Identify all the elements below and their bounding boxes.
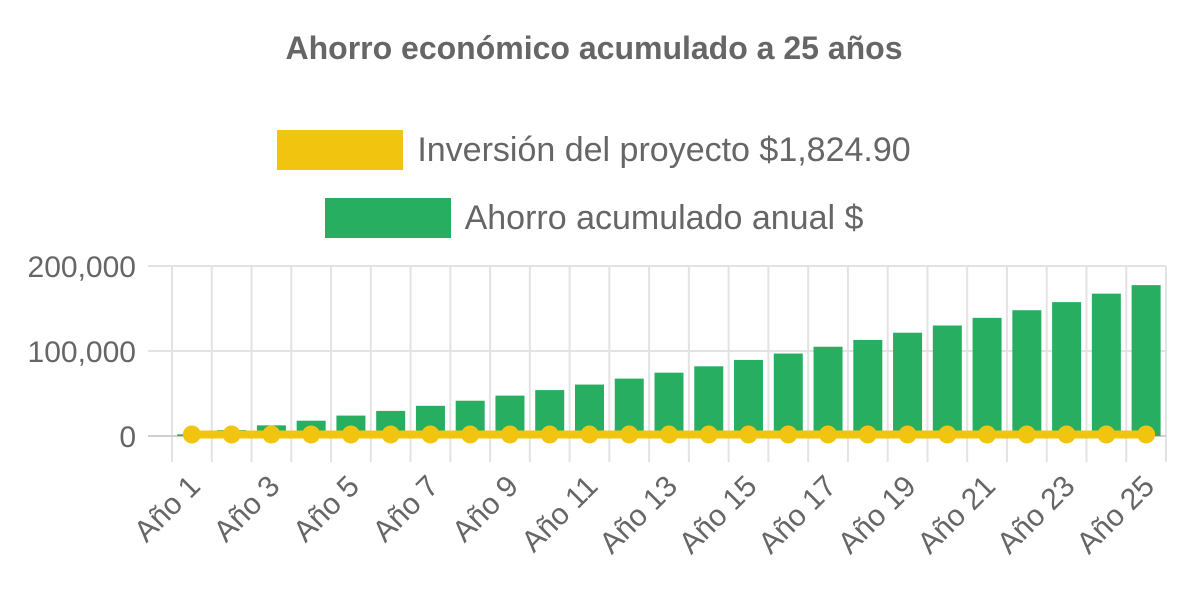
point-inversion xyxy=(858,425,877,444)
legend-item-savings[interactable]: Ahorro acumulado anual $ xyxy=(0,194,1188,242)
x-tick-label: Año 17 xyxy=(752,470,843,561)
x-tick-label: Año 9 xyxy=(446,470,525,549)
x-tick-label: Año 23 xyxy=(991,470,1082,561)
bar-ahorro xyxy=(813,346,843,436)
point-inversion xyxy=(580,425,599,444)
point-inversion xyxy=(262,425,281,444)
point-inversion xyxy=(938,425,957,444)
y-tick-label: 100,000 xyxy=(28,336,136,369)
x-tick-label: Año 11 xyxy=(515,470,604,559)
bar-ahorro xyxy=(1091,293,1121,436)
point-inversion xyxy=(222,425,241,444)
point-inversion xyxy=(461,425,480,444)
y-tick-label: 0 xyxy=(119,421,136,454)
point-inversion xyxy=(779,425,798,444)
point-inversion xyxy=(500,425,519,444)
bar-ahorro xyxy=(694,366,724,436)
legend-label-investment: Inversión del proyecto $1,824.90 xyxy=(417,130,911,169)
point-inversion xyxy=(381,425,400,444)
bar-ahorro xyxy=(893,332,923,436)
y-tick-label: 200,000 xyxy=(28,251,136,284)
legend-label-savings: Ahorro acumulado anual $ xyxy=(464,198,864,237)
point-inversion xyxy=(739,425,758,444)
bar-ahorro xyxy=(853,339,883,436)
x-tick-label: Año 13 xyxy=(593,470,684,561)
legend-swatch-investment xyxy=(277,130,404,170)
point-inversion xyxy=(819,425,838,444)
point-inversion xyxy=(1017,425,1036,444)
legend-item-investment[interactable]: Inversión del proyecto $1,824.90 xyxy=(0,126,1188,174)
point-inversion xyxy=(660,425,678,444)
point-inversion xyxy=(302,425,321,444)
chart-title: Ahorro económico acumulado a 25 años xyxy=(285,30,903,66)
x-tick-label: Año 3 xyxy=(208,470,287,549)
point-inversion xyxy=(699,425,718,444)
bar-ahorro xyxy=(773,353,803,436)
bar-ahorro xyxy=(1131,285,1161,436)
bar-ahorro xyxy=(1012,310,1042,436)
bar-ahorro xyxy=(654,372,684,436)
x-tick-label: Año 15 xyxy=(673,470,764,561)
point-inversion xyxy=(182,425,201,444)
x-tick-label: Año 5 xyxy=(287,470,366,549)
point-inversion xyxy=(898,425,917,444)
legend-swatch-savings xyxy=(324,198,451,238)
x-tick-label: Año 19 xyxy=(832,470,923,561)
x-tick-label: Año 21 xyxy=(911,470,1002,561)
point-inversion xyxy=(540,425,559,444)
point-inversion xyxy=(1137,425,1156,444)
point-inversion xyxy=(421,425,440,444)
bar-ahorro xyxy=(932,325,962,436)
x-tick-label: Año 25 xyxy=(1070,470,1161,561)
bar-ahorro xyxy=(972,317,1002,436)
point-inversion xyxy=(620,425,639,444)
x-tick-label: Año 1 xyxy=(128,470,207,549)
x-tick-label: Año 7 xyxy=(367,470,446,549)
point-inversion xyxy=(341,425,360,444)
bar-ahorro xyxy=(734,359,764,436)
point-inversion xyxy=(978,425,997,444)
point-inversion xyxy=(1097,425,1116,444)
bar-ahorro xyxy=(1052,302,1082,436)
point-inversion xyxy=(1057,425,1076,444)
